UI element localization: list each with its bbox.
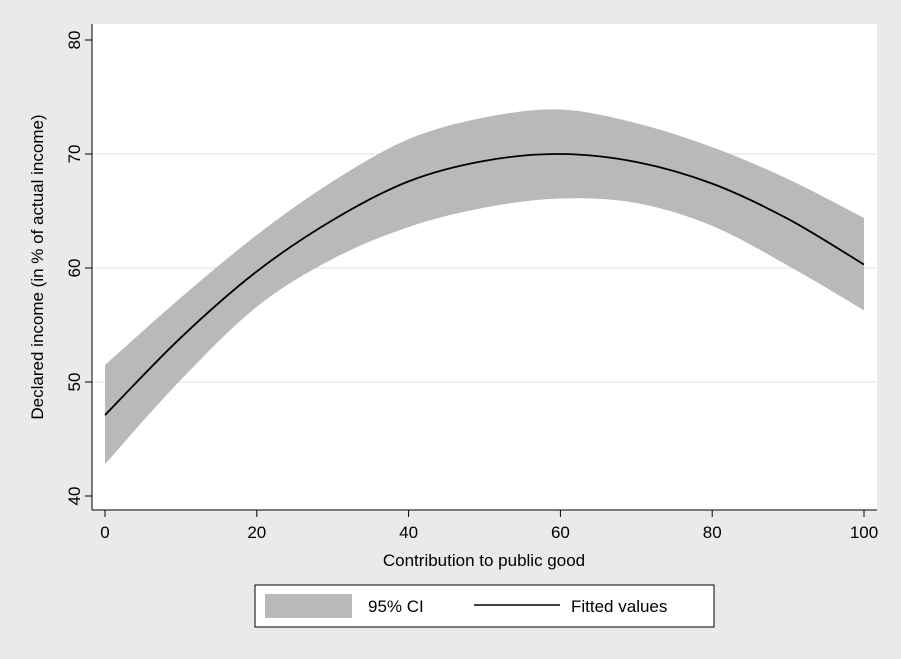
plot-area <box>92 24 877 510</box>
legend: 95% CI Fitted values <box>254 584 715 628</box>
axes: 0 20 40 60 80 100 40 50 60 70 80 <box>65 24 878 542</box>
y-tick-label: 60 <box>65 259 84 278</box>
x-tick-label: 0 <box>100 523 109 542</box>
legend-fitted-label: Fitted values <box>571 597 667 616</box>
fitted-values-line <box>104 153 865 416</box>
x-tick-label: 80 <box>703 523 722 542</box>
y-tick-label: 40 <box>65 487 84 506</box>
fitted-line-layer <box>104 153 865 416</box>
y-tick-label: 80 <box>65 31 84 50</box>
ci-band-layer <box>105 109 864 465</box>
y-axis-label: Declared income (in % of actual income) <box>28 114 47 419</box>
y-tick-label: 70 <box>65 145 84 164</box>
x-tick-label: 40 <box>399 523 418 542</box>
legend-ci-label: 95% CI <box>368 597 424 616</box>
x-tick-label: 60 <box>551 523 570 542</box>
x-tick-label: 20 <box>247 523 266 542</box>
legend-ci-swatch <box>265 594 352 618</box>
ci-band <box>105 109 864 465</box>
x-axis-label: Contribution to public good <box>383 551 585 570</box>
y-tick-label: 50 <box>65 373 84 392</box>
x-tick-label: 100 <box>850 523 878 542</box>
